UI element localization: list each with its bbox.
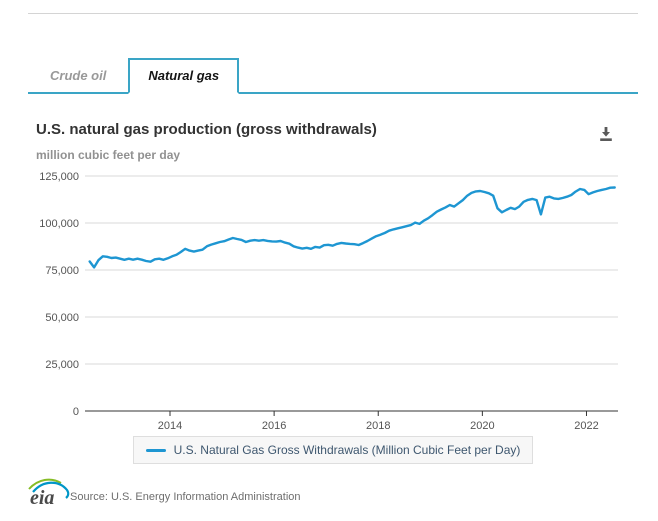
- legend-line-swatch: [145, 448, 166, 452]
- legend: U.S. Natural Gas Gross Withdrawals (Mill…: [28, 436, 638, 464]
- source-text: Source: U.S. Energy Information Administ…: [70, 491, 301, 503]
- eia-logo-blue-arc: [32, 481, 70, 499]
- x-axis-label: 2014: [158, 420, 182, 432]
- y-axis-label: 125,000: [39, 171, 79, 183]
- x-axis-label: 2018: [366, 420, 390, 432]
- tab-bar: Crude oil Natural gas: [28, 58, 638, 94]
- x-axis-label: 2016: [262, 420, 286, 432]
- top-divider: [28, 13, 638, 14]
- tab-natural-gas[interactable]: Natural gas: [128, 58, 240, 94]
- eia-logo-text: eia: [30, 487, 54, 509]
- chart-subtitle: million cubic feet per day: [36, 148, 181, 162]
- eia-logo-green-arc: [28, 478, 62, 490]
- y-axis-label: 75,000: [45, 265, 79, 277]
- download-icon: [600, 127, 612, 141]
- tab-crude-oil[interactable]: Crude oil: [50, 68, 107, 83]
- y-axis-label: 25,000: [45, 359, 79, 371]
- x-axis-label: 2022: [574, 420, 598, 432]
- chart-plot-area[interactable]: 0 25,000 50,000 75,000 100,000 125,000 2014 201…: [0, 160, 658, 432]
- y-axis-label: 100,000: [39, 218, 79, 230]
- download-button[interactable]: [595, 124, 617, 146]
- chart-title: U.S. natural gas production (gross withd…: [36, 121, 377, 138]
- legend-item[interactable]: U.S. Natural Gas Gross Withdrawals (Mill…: [132, 436, 534, 464]
- y-axis-label: 0: [73, 406, 79, 418]
- series-line[interactable]: [88, 186, 616, 269]
- legend-label: U.S. Natural Gas Gross Withdrawals (Mill…: [173, 443, 521, 457]
- eia-logo[interactable]: eia: [26, 476, 72, 521]
- y-axis-label: 50,000: [45, 312, 79, 324]
- x-axis-label: 2020: [470, 420, 494, 432]
